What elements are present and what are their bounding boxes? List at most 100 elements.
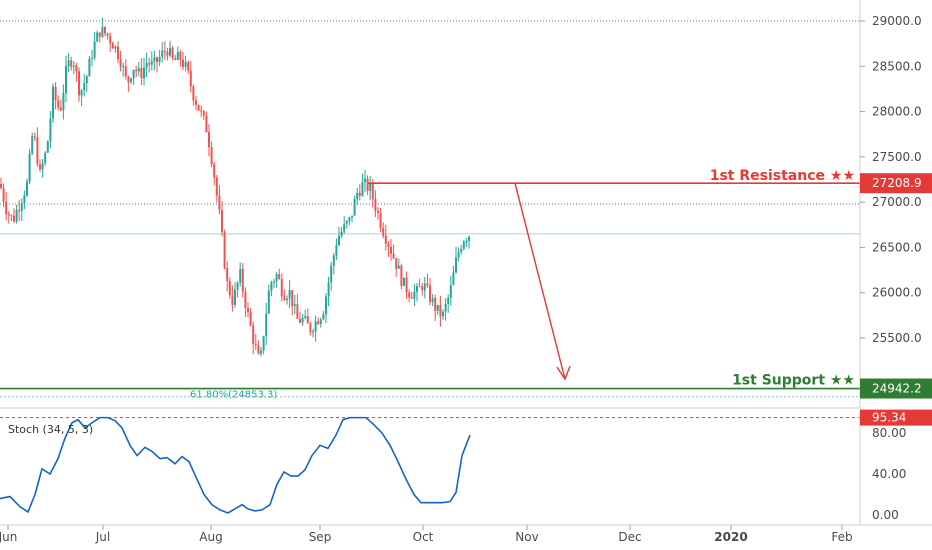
candle (421, 282, 424, 296)
candle (223, 229, 226, 270)
candle (78, 67, 80, 102)
candle (7, 211, 10, 224)
candle (322, 310, 325, 321)
candle (46, 140, 49, 154)
candle (236, 281, 239, 298)
candle (72, 61, 75, 75)
candle (413, 284, 416, 307)
candle (98, 32, 101, 43)
candle (109, 32, 112, 52)
candle (241, 262, 244, 298)
candle (161, 42, 164, 63)
candle (410, 291, 413, 299)
candle (65, 55, 67, 103)
candle (462, 239, 465, 251)
candle (254, 333, 257, 351)
price-tick-label: 27000.0 (872, 195, 922, 209)
candle (239, 262, 242, 287)
candle (387, 241, 390, 258)
candle (117, 41, 119, 64)
stochastic-tick-label: 0.00 (872, 508, 899, 522)
candle (418, 278, 421, 288)
time-tick-label: Feb (831, 530, 852, 544)
candle (403, 277, 405, 287)
time-tick-label: Jun (0, 530, 17, 544)
candle (291, 290, 294, 316)
candle (135, 65, 138, 78)
candle (301, 313, 304, 326)
candle (273, 278, 275, 289)
candle (231, 285, 234, 312)
candle (351, 215, 353, 223)
time-tick-label: Oct (413, 530, 434, 544)
time-tick-label: Sep (309, 530, 332, 544)
candle (85, 74, 88, 92)
support-price-badge: 24942.2 (860, 378, 932, 399)
candle (124, 59, 127, 80)
candle (70, 56, 73, 71)
candle (306, 308, 309, 324)
candle (460, 244, 463, 255)
price-tick-label: 28500.0 (872, 59, 922, 73)
candle (457, 247, 460, 262)
candle (436, 304, 439, 315)
candle (101, 17, 104, 39)
candle (395, 258, 398, 277)
candle (377, 207, 379, 220)
price-pane[interactable]: 61.80%(24853.3) 1st Resistance ★★ 1st Su… (0, 17, 860, 401)
price-axis[interactable]: 25500.0 26000.0 26500.0 27000.0 27500.0 28000… (859, 0, 932, 525)
support-label: 1st Support ★★ (732, 373, 855, 389)
candle (205, 111, 208, 133)
candle (384, 225, 387, 251)
candle (426, 273, 429, 288)
candle (215, 174, 218, 203)
candle (93, 32, 96, 61)
candle (449, 275, 452, 306)
candle (179, 49, 182, 67)
candle (330, 262, 333, 291)
candle (374, 190, 377, 218)
candle (348, 216, 351, 226)
candle (2, 183, 5, 208)
candle (400, 263, 403, 290)
candle (182, 51, 184, 71)
candle (200, 105, 203, 118)
stochastic-tick-label: 40.00 (872, 467, 906, 481)
stochastic-pane[interactable]: Stoch (34, 5, 3) (0, 407, 860, 514)
candle (132, 69, 135, 85)
time-axis[interactable]: Jun Jul Aug Sep Oct Nov Dec 2020 Feb (0, 524, 932, 544)
candle (247, 302, 249, 318)
candle (260, 346, 262, 357)
candle (431, 294, 434, 307)
stochastic-line (0, 416, 471, 514)
candle (369, 175, 372, 201)
time-tick-label: Nov (515, 530, 538, 544)
candle (452, 265, 455, 286)
candle (283, 289, 286, 301)
candle (158, 49, 161, 67)
candle (356, 188, 359, 206)
candle (390, 239, 392, 261)
candle (439, 295, 442, 327)
candle (49, 110, 52, 149)
candle (327, 276, 330, 307)
candle (213, 161, 216, 186)
candle (13, 208, 15, 224)
candle (288, 279, 291, 309)
resistance-label: 1st Resistance ★★ (710, 168, 855, 184)
candle (304, 309, 307, 320)
candle (228, 277, 231, 299)
candle (119, 50, 122, 72)
price-tick-label: 25500.0 (872, 331, 922, 345)
candle (423, 277, 426, 299)
candle (465, 237, 468, 247)
candle (447, 294, 450, 313)
candle (455, 246, 457, 274)
candle (202, 110, 205, 121)
candle (5, 192, 8, 221)
candle (111, 41, 114, 49)
candle (434, 294, 437, 321)
candle (340, 226, 343, 239)
candle (280, 273, 283, 302)
